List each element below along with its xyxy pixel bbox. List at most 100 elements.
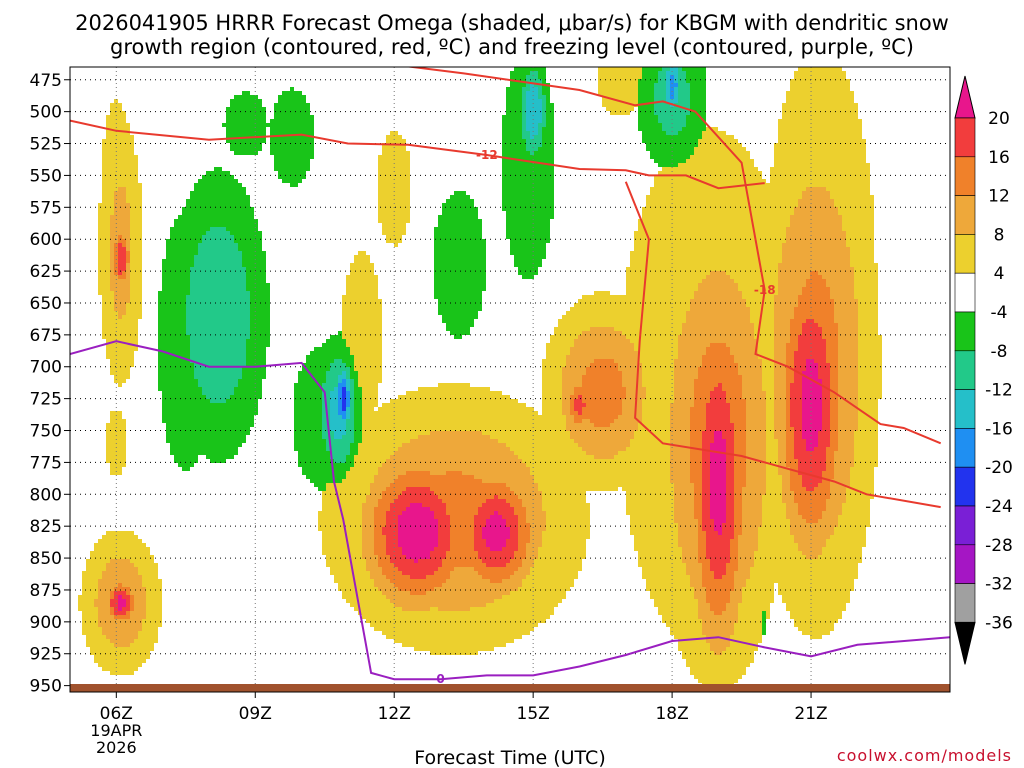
omega-cell (166, 239, 170, 243)
omega-cell (298, 371, 302, 375)
omega-cell (358, 595, 362, 599)
omega-cell (322, 483, 326, 487)
omega-cell (294, 167, 298, 171)
omega-cell (118, 327, 122, 331)
omega-cell (106, 327, 110, 331)
omega-cell (366, 339, 370, 343)
omega-cell (374, 415, 378, 419)
omega-cell (170, 399, 174, 403)
omega-cell (206, 399, 210, 403)
omega-cell (390, 531, 394, 535)
omega-cell (322, 423, 326, 427)
omega-cell (110, 367, 114, 371)
omega-cell (118, 599, 122, 603)
omega-cell (346, 459, 350, 463)
omega-cell (202, 431, 206, 435)
omega-cell (198, 347, 202, 351)
omega-cell (258, 99, 262, 103)
omega-cell (170, 363, 174, 367)
omega-cell (218, 287, 222, 291)
omega-cell (234, 275, 238, 279)
omega-cell (366, 619, 370, 623)
omega-cell (170, 291, 174, 295)
omega-cell (126, 167, 130, 171)
omega-cell (366, 375, 370, 379)
omega-cell (314, 371, 318, 375)
omega-cell (330, 439, 334, 443)
omega-cell (226, 347, 230, 351)
omega-cell (154, 611, 158, 615)
omega-cell (206, 303, 210, 307)
omega-cell (202, 415, 206, 419)
omega-cell (194, 431, 198, 435)
omega-cell (330, 431, 334, 435)
omega-cell (262, 279, 266, 283)
omega-cell (370, 607, 374, 611)
omega-cell (254, 99, 258, 103)
omega-cell (170, 283, 174, 287)
omega-cell (130, 251, 134, 255)
omega-cell (394, 467, 398, 471)
omega-cell (366, 307, 370, 311)
omega-cell (174, 455, 178, 459)
omega-cell (310, 447, 314, 451)
omega-cell (222, 171, 226, 175)
omega-cell (206, 223, 210, 227)
omega-cell (374, 283, 378, 287)
omega-cell (382, 207, 386, 211)
omega-cell (258, 275, 262, 279)
omega-cell (126, 151, 130, 155)
omega-cell (342, 551, 346, 555)
omega-cell (346, 339, 350, 343)
omega-cell (106, 343, 110, 347)
omega-cell (334, 523, 338, 527)
omega-cell (142, 599, 146, 603)
omega-cell (82, 627, 86, 631)
omega-cell (262, 299, 266, 303)
omega-cell (262, 283, 266, 287)
omega-cell (306, 427, 310, 431)
omega-cell (162, 339, 166, 343)
omega-cell (122, 119, 126, 123)
omega-cell (370, 527, 374, 531)
omega-cell (350, 447, 354, 451)
omega-cell (338, 443, 342, 447)
omega-cell (206, 227, 210, 231)
omega-cell (370, 307, 374, 311)
omega-cell (98, 259, 102, 263)
omega-cell (162, 399, 166, 403)
omega-cell (162, 363, 166, 367)
omega-cell (194, 359, 198, 363)
omega-cell (354, 447, 358, 451)
omega-cell (222, 383, 226, 387)
omega-cell (114, 159, 118, 163)
omega-cell (210, 439, 214, 443)
omega-cell (190, 243, 194, 247)
omega-cell (254, 291, 258, 295)
omega-cell (386, 547, 390, 551)
omega-cell (186, 223, 190, 227)
omega-cell (230, 103, 234, 107)
omega-cell (362, 355, 366, 359)
omega-cell (362, 591, 366, 595)
omega-cell (170, 419, 174, 423)
omega-cell (302, 99, 306, 103)
omega-cell (386, 135, 390, 139)
omega-cell (118, 331, 122, 335)
omega-cell (190, 403, 194, 407)
omega-cell (110, 591, 114, 595)
omega-cell (370, 587, 374, 591)
omega-cell (194, 211, 198, 215)
omega-cell (182, 239, 186, 243)
omega-cell (394, 163, 398, 167)
omega-cell (254, 319, 258, 323)
omega-cell (342, 295, 346, 299)
omega-cell (222, 203, 226, 207)
omega-cell (298, 111, 302, 115)
omega-cell (342, 367, 346, 371)
omega-cell (198, 319, 202, 323)
omega-cell (378, 419, 382, 423)
omega-cell (386, 139, 390, 143)
omega-cell (342, 439, 346, 443)
omega-cell (358, 539, 362, 543)
